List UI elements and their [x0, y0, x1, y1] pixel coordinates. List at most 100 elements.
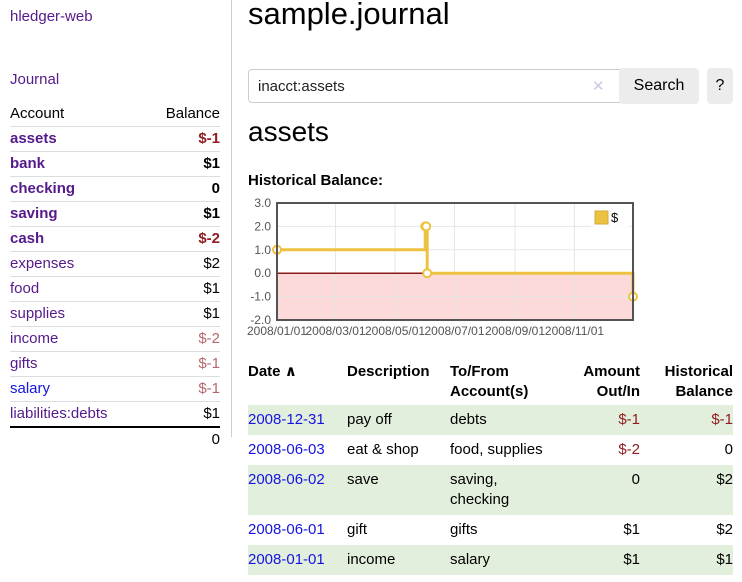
account-link-income[interactable]: income: [10, 330, 59, 347]
account-row: supplies $1: [10, 301, 220, 327]
account-row: saving $1: [10, 201, 220, 227]
register-description: eat & shop: [347, 441, 419, 458]
register-row: 2008-06-02 save saving, checking 0 $2: [248, 465, 733, 515]
register-col-description: Description: [347, 363, 430, 380]
account-link-salary[interactable]: salary: [10, 380, 51, 397]
account-row: cash $-2: [10, 226, 220, 252]
register-accounts: gifts: [450, 521, 478, 538]
account-balance: $-1: [144, 376, 220, 402]
clear-search-icon[interactable]: ✕: [592, 78, 605, 95]
account-balance: $1: [144, 151, 220, 177]
account-balance: $1: [144, 301, 220, 327]
account-link-cash[interactable]: cash: [10, 230, 45, 247]
register-row: 2008-06-03 eat & shop food, supplies $-2 0: [248, 435, 733, 465]
register-balance: $2: [716, 471, 733, 488]
svg-text:$: $: [611, 210, 619, 225]
account-row: liabilities:debts $1: [10, 401, 220, 427]
account-row: expenses $2: [10, 251, 220, 277]
account-link-liabilities-debts[interactable]: liabilities:debts: [10, 405, 108, 422]
account-link-checking[interactable]: checking: [10, 180, 76, 197]
account-link-bank[interactable]: bank: [10, 155, 46, 172]
account-row: food $1: [10, 276, 220, 302]
accounts-col-account: Account: [10, 105, 65, 122]
account-row: gifts $-1: [10, 351, 220, 377]
svg-text:3.0: 3.0: [254, 196, 271, 210]
register-col-amount: Amount Out/In: [583, 363, 640, 400]
account-heading: assets: [248, 116, 329, 147]
account-link-assets[interactable]: assets: [10, 130, 57, 147]
account-balance: $1: [144, 276, 220, 302]
svg-text:2008/11/01: 2008/11/01: [545, 324, 604, 338]
svg-text:-1.0: -1.0: [250, 290, 271, 304]
register-amount: $1: [623, 551, 640, 568]
register-accounts: saving, checking: [450, 471, 510, 508]
help-button[interactable]: ?: [707, 68, 733, 104]
svg-text:2008/09/01: 2008/09/01: [485, 324, 545, 338]
account-balance: $-1: [144, 351, 220, 377]
historical-balance-chart: $3.0 2.0 1.0 0.0 -1.0 -2.0 2008/01/01 2008/03/0…: [243, 193, 645, 339]
svg-text:2008/03/01: 2008/03/01: [305, 324, 365, 338]
account-row: salary $-1: [10, 376, 220, 402]
register-accounts: salary: [450, 551, 491, 568]
register-balance: $2: [716, 521, 733, 538]
svg-text:-2.0: -2.0: [250, 313, 271, 327]
register-description: gift: [347, 521, 368, 538]
account-link-supplies[interactable]: supplies: [10, 305, 66, 322]
register-accounts: food, supplies: [450, 441, 543, 458]
accounts-table: Account Balance assets $-1 bank $1 checking 0…: [10, 102, 220, 452]
account-link-food[interactable]: food: [10, 280, 40, 297]
account-row: checking 0: [10, 176, 220, 202]
account-balance: $1: [144, 401, 220, 427]
account-balance: $-2: [144, 326, 220, 352]
search-bar: ✕ Search ?: [248, 68, 733, 106]
register-date-link[interactable]: 2008-06-01: [248, 521, 325, 538]
register-amount: $-1: [618, 411, 640, 428]
svg-text:0.0: 0.0: [254, 266, 271, 280]
register-header-row: Date ∧ Description To/From Account(s) Am…: [248, 358, 733, 405]
register-accounts: debts: [450, 411, 487, 428]
register-row: 2008-12-31 pay off debts $-1 $-1: [248, 405, 733, 435]
svg-text:2008/05/01: 2008/05/01: [365, 324, 425, 338]
register-description: save: [347, 471, 379, 488]
page-title: sample.journal: [248, 0, 450, 31]
account-link-gifts[interactable]: gifts: [10, 355, 38, 372]
register-balance: $-1: [711, 411, 733, 428]
register-balance: 0: [724, 441, 733, 458]
register-amount: $1: [623, 521, 640, 538]
account-balance: $-1: [144, 126, 220, 152]
accounts-header-row: Account Balance: [10, 102, 220, 127]
register-row: 2008-01-01 income salary $1 $1: [248, 545, 733, 575]
sidebar-item-journal[interactable]: Journal: [10, 71, 60, 88]
register-date-link[interactable]: 2008-06-02: [248, 471, 325, 488]
main-content: sample.journal ✕ Search ? assets Histori…: [247, 0, 733, 582]
chart-title: Historical Balance:: [248, 172, 384, 189]
accounts-col-balance: Balance: [165, 105, 220, 122]
register-date-link[interactable]: 2008-01-01: [248, 551, 325, 568]
register-col-balance: Historical Balance: [664, 363, 733, 400]
account-link-saving[interactable]: saving: [10, 205, 58, 222]
register-col-date: Date ∧: [248, 363, 297, 380]
account-row: assets $-1: [10, 126, 220, 152]
search-button[interactable]: Search: [619, 68, 699, 104]
sort-chevron-up-icon: ∧: [284, 363, 297, 380]
register-description: pay off: [347, 411, 392, 428]
svg-text:1.0: 1.0: [254, 243, 271, 257]
search-input[interactable]: [248, 69, 635, 103]
register-amount: 0: [631, 471, 640, 488]
register-table: Date ∧ Description To/From Account(s) Am…: [248, 358, 733, 575]
register-row: 2008-06-01 gift gifts $1 $2: [248, 515, 733, 545]
account-balance: $-2: [144, 226, 220, 252]
register-description: income: [347, 551, 396, 568]
svg-text:2008/07/01: 2008/07/01: [424, 324, 484, 338]
svg-text:2008/01/01: 2008/01/01: [247, 324, 307, 338]
account-row: income $-2: [10, 326, 220, 352]
account-link-expenses[interactable]: expenses: [10, 255, 75, 272]
register-balance: $1: [716, 551, 733, 568]
account-balance: 0: [144, 176, 220, 202]
register-amount: $-2: [618, 441, 640, 458]
account-balance: $2: [144, 251, 220, 277]
register-date-link[interactable]: 2008-06-03: [248, 441, 325, 458]
app-brand-link[interactable]: hledger-web: [10, 8, 93, 25]
sidebar: hledger-web Journal Account Balance asse…: [0, 0, 232, 452]
register-date-link[interactable]: 2008-12-31: [248, 411, 325, 428]
